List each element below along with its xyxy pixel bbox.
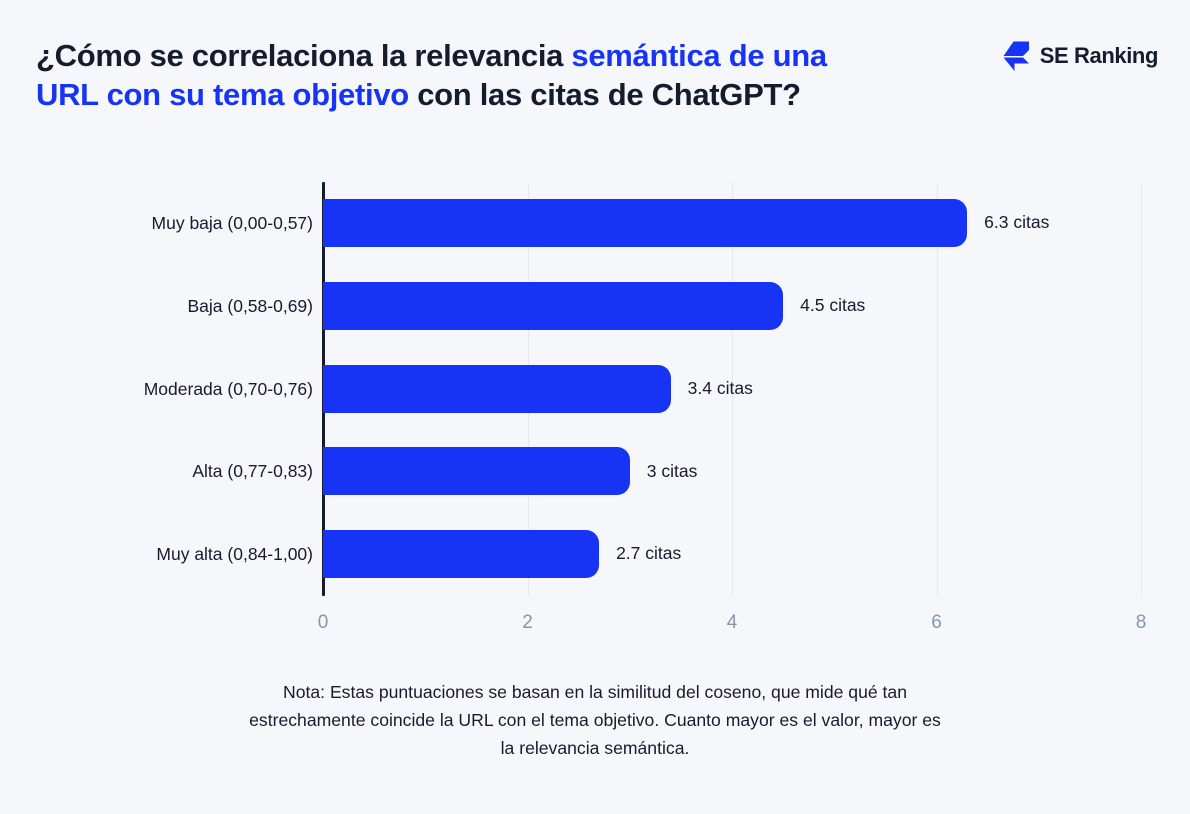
- gridline-8: [1141, 182, 1142, 596]
- lightning-bolt-icon: [1001, 40, 1031, 72]
- bar-value-label: 3.4 citas: [687, 377, 753, 398]
- bar[interactable]: [323, 447, 630, 496]
- bar-chart: Muy baja (0,00-0,57) Baja (0,58-0,69) Mode…: [0, 168, 1190, 668]
- bar[interactable]: [323, 198, 968, 247]
- x-axis-tick: 6: [931, 612, 942, 633]
- brand-logo: SE Ranking: [1001, 40, 1158, 72]
- bar-row[interactable]: 3.4 citas: [323, 364, 753, 413]
- x-axis-tick: 8: [1135, 612, 1147, 633]
- title-segment-plain-1: ¿Cómo se correlaciona la relevancia: [36, 38, 572, 73]
- bar-row[interactable]: 6.3 citas: [323, 198, 1050, 247]
- y-axis-label: Muy baja (0,00-0,57): [151, 212, 313, 233]
- title-segment-plain-2: con las citas de ChatGPT?: [408, 77, 801, 112]
- bar-value-label: 6.3 citas: [984, 212, 1050, 233]
- title-segment-highlight-1: semántica: [571, 38, 721, 73]
- y-axis-label: Alta (0,77-0,83): [192, 461, 313, 482]
- y-axis-label: Moderada (0,70-0,76): [143, 378, 313, 399]
- y-axis-label: Muy alta (0,84-1,00): [156, 544, 313, 565]
- bar-value-label: 4.5 citas: [800, 294, 866, 315]
- bar-row[interactable]: 3 citas: [323, 447, 698, 496]
- brand-wordmark: SE Ranking: [1039, 43, 1159, 68]
- bar-row[interactable]: 4.5 citas: [323, 281, 866, 330]
- gridline-6: [936, 182, 938, 596]
- bar-value-label: 3 citas: [646, 460, 698, 481]
- x-axis-tick: 2: [522, 612, 533, 633]
- title-segment-space: [720, 38, 728, 73]
- y-axis-label: Baja (0,58-0,69): [187, 295, 314, 316]
- bar-series: 6.3 citas 4.5 citas 3.4 citas 3 citas 2.7 ci…: [323, 182, 1183, 596]
- title-segment-highlight-2: de una URL con su tema objetivo: [36, 38, 827, 112]
- x-axis-tick: 0: [317, 612, 329, 633]
- chart-header: ¿Cómo se correlaciona la relevancia semá…: [0, 0, 1190, 160]
- bar-value-label: 2.7 citas: [616, 543, 682, 564]
- x-axis-tick-labels: 0 2 4 6 8: [0, 612, 1190, 646]
- chart-footnote: Nota: Estas puntuaciones se basan en la …: [249, 682, 941, 758]
- bar[interactable]: [323, 281, 784, 330]
- bar-row[interactable]: 2.7 citas: [323, 530, 682, 579]
- bar[interactable]: [323, 530, 600, 579]
- gridline-4: [732, 182, 733, 596]
- bar[interactable]: [323, 364, 671, 413]
- chart-title: ¿Cómo se correlaciona la relevancia semá…: [36, 36, 896, 114]
- y-axis-category-labels: Muy baja (0,00-0,57) Baja (0,58-0,69) Mode…: [53, 182, 313, 596]
- x-axis-tick: 4: [726, 612, 738, 633]
